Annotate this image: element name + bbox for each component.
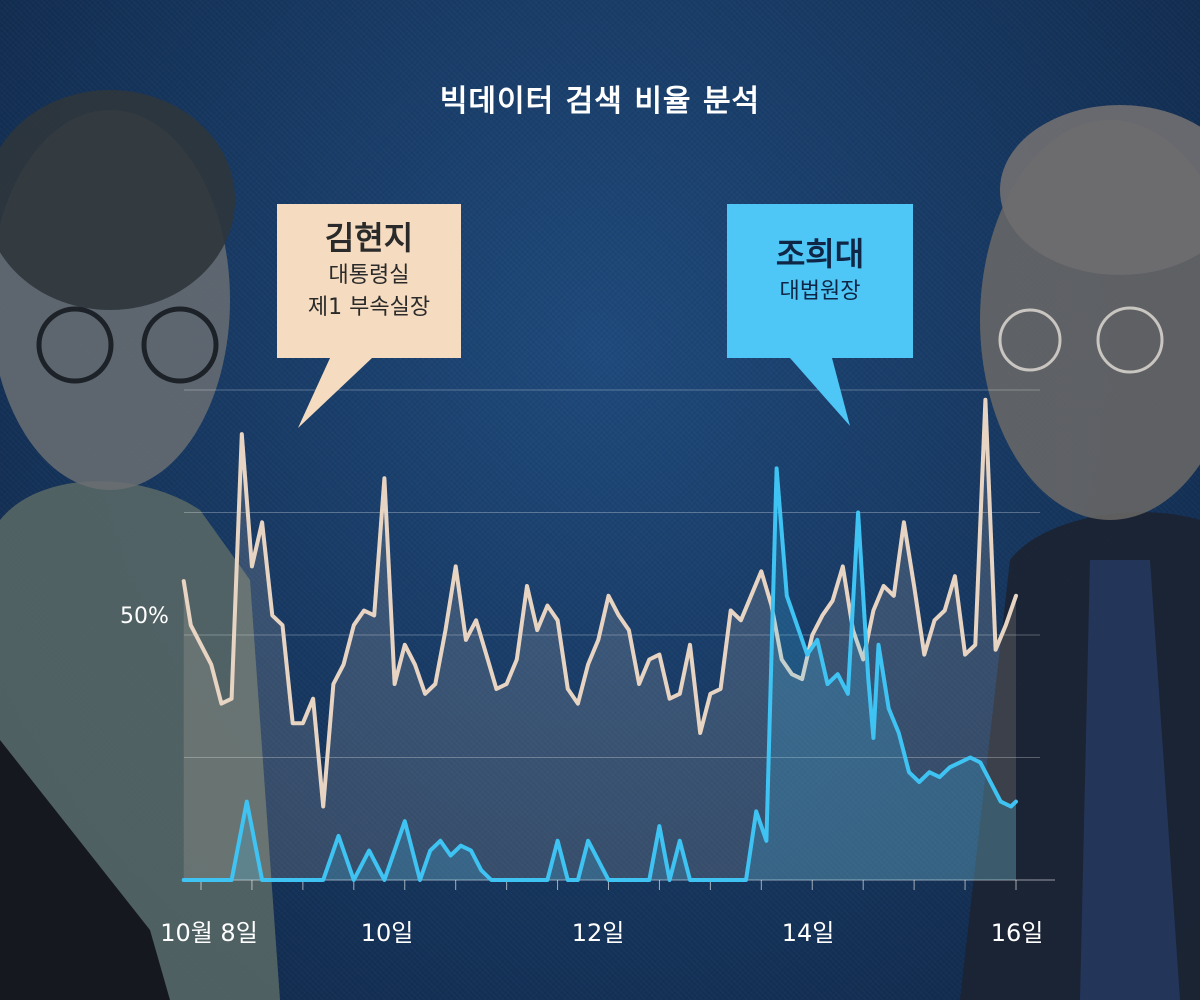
person-photo-right — [960, 105, 1200, 1000]
person-photo-left — [0, 90, 280, 1000]
callout-kim: 김현지 대통령실 제1 부속실장 — [277, 204, 461, 358]
series-line-0 — [181, 397, 1018, 809]
chart-title: 빅데이터 검색 비율 분석 — [439, 84, 761, 119]
x-tick-label-2: 12일 — [571, 919, 625, 947]
series-area-1 — [183, 468, 1016, 880]
callout-cho: 조희대 대법원장 — [727, 204, 913, 358]
y-label-50: 50% — [120, 604, 169, 629]
callout-cho-name: 조희대 — [775, 235, 865, 273]
x-tick-label-1: 10일 — [360, 919, 414, 947]
callout-cho-tail — [790, 358, 850, 426]
callout-kim-tail — [298, 358, 372, 428]
x-tick-label-0: 10월 8일 — [160, 919, 258, 947]
callout-kim-role-2: 제1 부속실장 — [307, 295, 431, 320]
x-tick-label-3: 14일 — [781, 919, 835, 947]
callout-kim-name: 김현지 — [324, 219, 414, 257]
callout-kim-role-1: 대통령실 — [328, 263, 410, 288]
callout-cho-role-1: 대법원장 — [779, 279, 861, 304]
callout-tails — [298, 358, 850, 428]
series-line-1 — [181, 466, 1018, 882]
x-tick-label-4: 16일 — [990, 919, 1044, 947]
